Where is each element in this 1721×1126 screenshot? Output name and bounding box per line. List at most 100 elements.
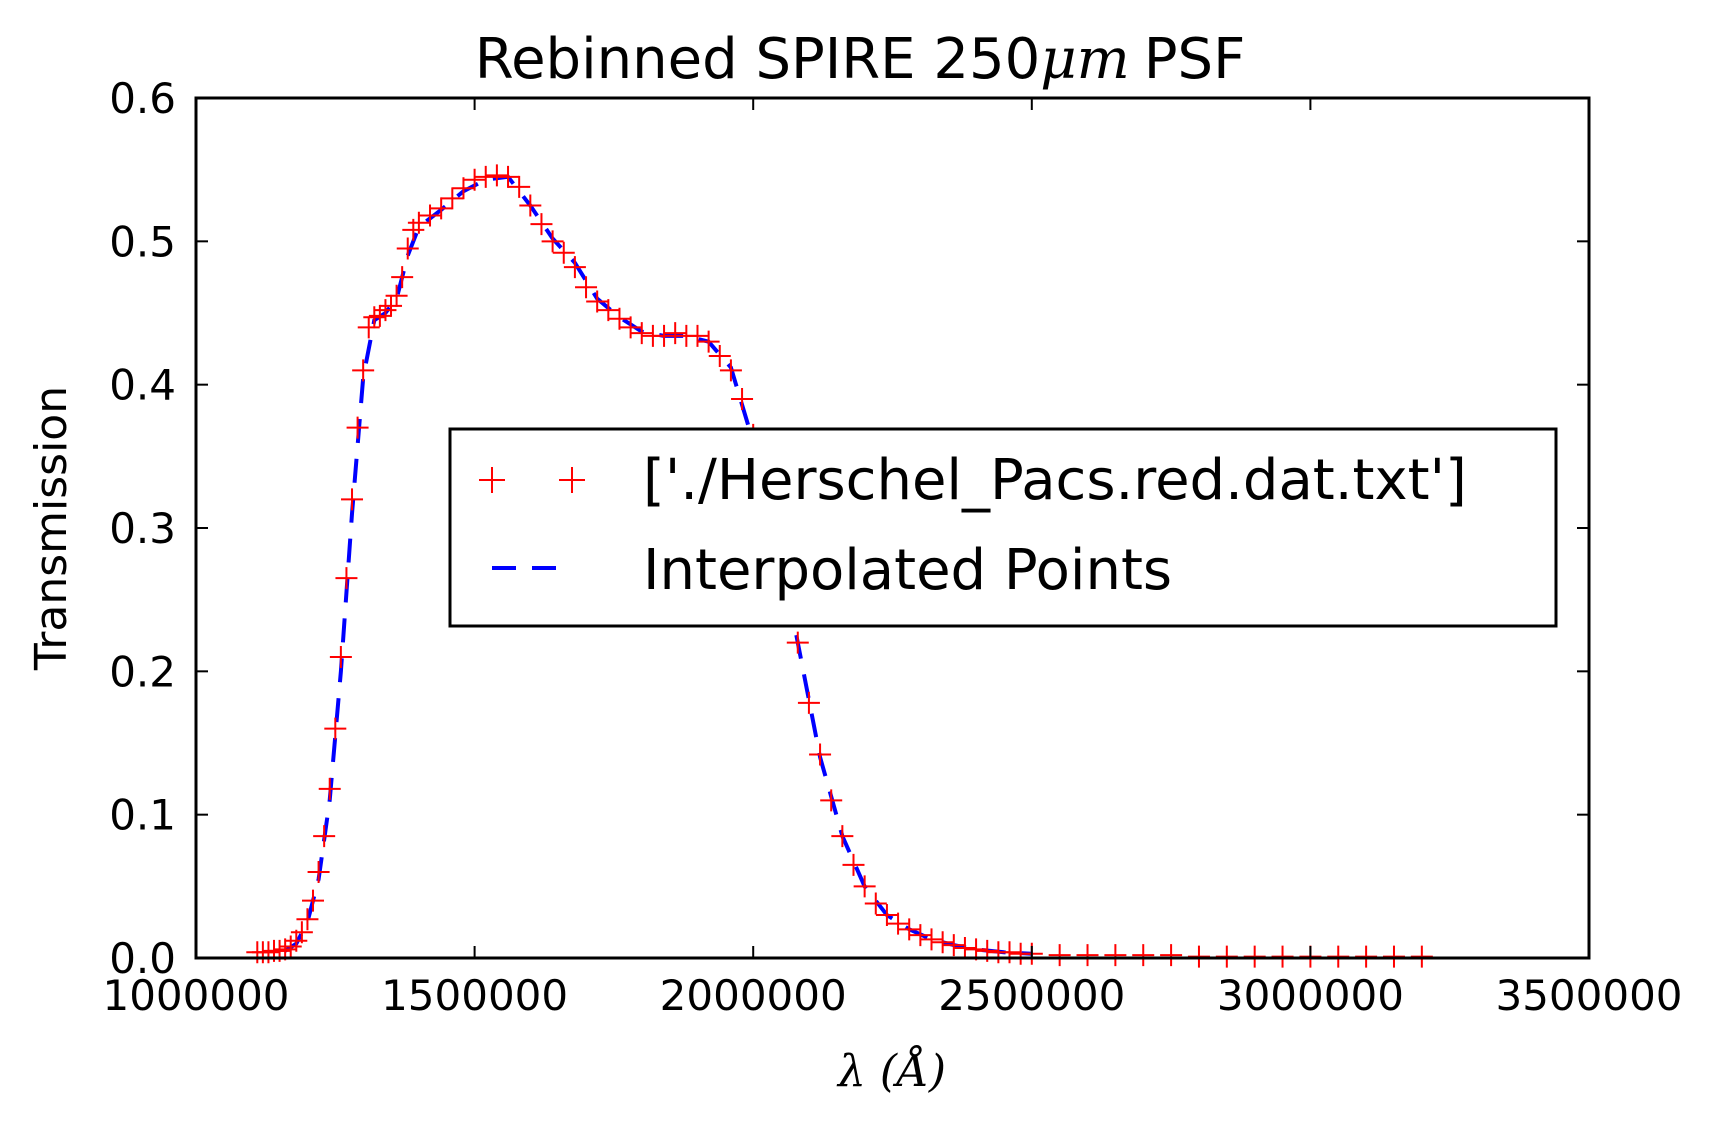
data-point-marker: [296, 908, 319, 931]
data-point-marker: [586, 290, 609, 313]
data-point-marker: [452, 177, 475, 200]
x-tick-label: 2500000: [938, 971, 1125, 1020]
data-point-marker: [1160, 944, 1183, 967]
x-tick-label: 3000000: [1217, 971, 1404, 1020]
data-point-marker: [953, 936, 976, 959]
legend-label-measured: ['./Herschel_Pacs.red.dat.txt']: [643, 448, 1467, 513]
legend-plus-marker: [479, 467, 505, 493]
data-point-marker: [931, 931, 954, 954]
chart-title-suffix: PSF: [1144, 27, 1246, 92]
data-point-marker: [942, 934, 965, 957]
y-tick-label: 0.2: [109, 647, 176, 696]
y-tick-label: 0.4: [109, 361, 176, 410]
data-point-marker: [497, 165, 520, 188]
data-point-marker: [563, 256, 586, 279]
data-point-marker: [686, 324, 709, 347]
data-point-marker: [786, 631, 809, 654]
data-point-marker: [541, 230, 564, 253]
data-point-marker: [664, 322, 687, 345]
data-point-marker: [407, 211, 430, 234]
x-axis-label: λ (Å): [836, 1044, 946, 1097]
data-point-marker: [842, 853, 865, 876]
data-point-marker: [463, 168, 486, 191]
data-point-marker: [257, 941, 280, 964]
chart-title-text: Rebinned SPIRE 250: [475, 27, 1041, 92]
data-point-marker: [285, 929, 308, 952]
legend-marker-sample: [479, 467, 585, 493]
data-point-marker: [920, 928, 943, 951]
data-point-marker: [346, 416, 369, 439]
data-point-marker: [708, 345, 731, 367]
data-point-marker: [363, 306, 386, 329]
data-point-marker: [335, 567, 358, 590]
data-point-marker: [302, 889, 325, 912]
data-point-marker: [290, 921, 313, 944]
data-point-marker: [419, 204, 442, 227]
data-point-marker: [519, 194, 542, 217]
data-point-marker: [374, 299, 397, 322]
data-point-marker: [719, 359, 742, 382]
chart-title: Rebinned SPIRE 250μm PSF: [475, 27, 1246, 92]
data-point-marker: [341, 488, 364, 511]
y-tick-label: 0.3: [109, 504, 176, 553]
x-tick-label: 2000000: [660, 971, 847, 1020]
legend-plus-marker: [559, 467, 585, 493]
y-axis-label: Transmission: [26, 386, 77, 671]
data-point-marker: [552, 241, 575, 264]
chart-title-math: μm: [1040, 27, 1130, 92]
data-point-marker: [307, 861, 330, 883]
data-point-marker: [597, 299, 620, 322]
data-point-marker: [831, 825, 854, 848]
legend-label-interpolated: Interpolated Points: [643, 538, 1172, 603]
data-point-marker: [329, 646, 352, 668]
data-point-marker: [998, 941, 1021, 964]
y-tick-label: 0.5: [109, 217, 176, 266]
data-point-marker: [608, 307, 631, 330]
data-point-marker: [697, 330, 720, 353]
legend: ['./Herschel_Pacs.red.dat.txt'] Interpol…: [448, 427, 1558, 628]
data-point-marker: [380, 294, 403, 317]
data-point-marker: [474, 165, 497, 188]
data-point-marker: [1076, 944, 1099, 967]
data-point-marker: [875, 904, 898, 926]
y-tick-label: 0.6: [109, 74, 176, 123]
data-point-marker: [630, 322, 653, 345]
data-point-marker: [391, 266, 414, 289]
data-point-marker: [279, 935, 302, 958]
data-point-marker: [313, 825, 336, 848]
x-tick-label: 1000000: [102, 971, 289, 1020]
data-point-marker: [731, 388, 754, 410]
data-point-marker: [575, 276, 598, 299]
data-point-marker: [318, 777, 341, 800]
data-point-marker: [797, 691, 820, 714]
y-tick-label: 0.1: [109, 791, 176, 840]
data-point-marker: [485, 164, 508, 187]
data-point-marker: [396, 237, 419, 260]
data-point-marker: [430, 197, 453, 220]
data-point-marker: [530, 213, 553, 236]
axis-ticks: 1000000 1500000 2000000 2500000 3000000 35000…: [102, 74, 1682, 1020]
data-point-marker: [385, 284, 408, 307]
data-point-marker: [653, 324, 676, 347]
y-tick-label: 0.0: [109, 934, 176, 983]
data-point-marker: [619, 316, 642, 339]
data-point-marker: [368, 304, 391, 327]
data-point-marker: [1048, 944, 1071, 967]
data-point-marker: [809, 743, 832, 766]
data-point-marker: [508, 175, 531, 198]
legend-box: [448, 427, 1558, 628]
data-point-marker: [352, 359, 375, 382]
data-point-marker: [1104, 944, 1127, 967]
data-point-marker: [909, 924, 932, 947]
data-point-marker: [820, 789, 843, 812]
data-point-marker: [887, 912, 910, 935]
x-tick-label: 1500000: [381, 971, 568, 1020]
data-point-marker: [441, 187, 464, 210]
data-point-marker: [357, 316, 380, 339]
x-tick-label: 3500000: [1495, 971, 1682, 1020]
data-point-marker: [853, 875, 876, 898]
data-point-marker: [1132, 944, 1155, 967]
data-point-marker: [864, 892, 887, 915]
data-point-marker: [324, 717, 347, 740]
